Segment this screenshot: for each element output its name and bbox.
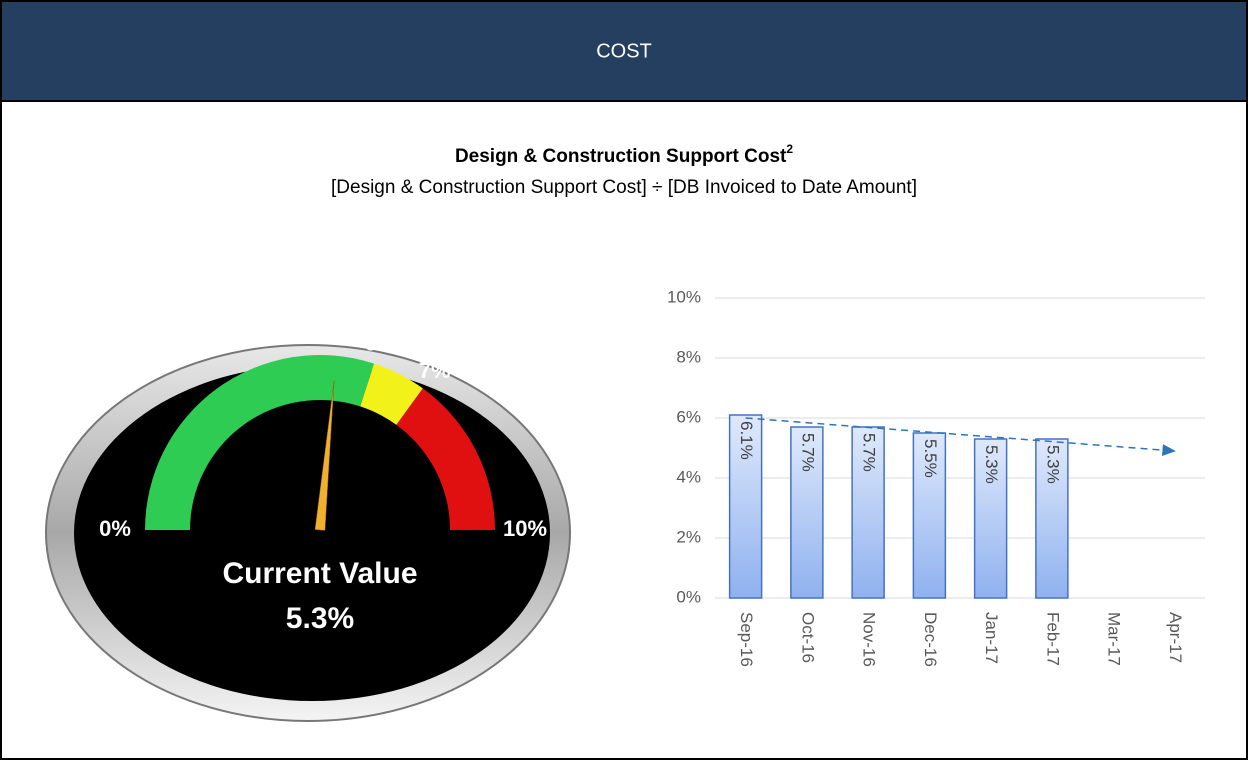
title-note: 2 bbox=[786, 142, 793, 156]
x-tick-label: Feb-17 bbox=[1043, 612, 1062, 666]
gauge-tick-label: 6% bbox=[364, 330, 396, 355]
value-label: 5.3% bbox=[1043, 445, 1062, 484]
x-tick-label: Jan-17 bbox=[982, 612, 1001, 664]
gauge-value: 5.3% bbox=[286, 602, 354, 635]
header-title: COST bbox=[596, 40, 652, 62]
y-tick-label: 2% bbox=[676, 527, 701, 546]
value-label: 5.7% bbox=[798, 433, 817, 472]
value-label: 6.1% bbox=[737, 421, 756, 460]
y-tick-label: 8% bbox=[676, 347, 701, 366]
y-tick-label: 6% bbox=[676, 407, 701, 426]
gauge-face bbox=[74, 365, 550, 701]
title-text: Design & Construction Support Cost bbox=[455, 146, 787, 167]
x-tick-label: Nov-16 bbox=[860, 612, 879, 667]
section-subtitle: [Design & Construction Support Cost] ÷ [… bbox=[331, 177, 917, 198]
y-tick-label: 10% bbox=[667, 287, 701, 306]
gauge-tick-label: 0% bbox=[99, 516, 131, 541]
page: COST Design & Construction Support Cost2… bbox=[0, 0, 1248, 760]
y-tick-label: 4% bbox=[676, 467, 701, 486]
x-tick-label: Dec-16 bbox=[921, 612, 940, 667]
value-label: 5.7% bbox=[860, 433, 879, 472]
x-tick-label: Sep-16 bbox=[737, 612, 756, 667]
value-label: 5.5% bbox=[921, 439, 940, 478]
y-tick-label: 0% bbox=[676, 587, 701, 606]
x-tick-label: Mar-17 bbox=[1105, 612, 1124, 666]
gauge-tick-label: 7% bbox=[419, 358, 451, 383]
section-title: Design & Construction Support Cost2 bbox=[455, 142, 793, 167]
x-tick-label: Apr-17 bbox=[1166, 612, 1185, 663]
value-label: 5.3% bbox=[982, 445, 1001, 484]
x-tick-label: Oct-16 bbox=[798, 612, 817, 663]
gauge-tick-label: 10% bbox=[503, 516, 547, 541]
gauge-caption: Current Value bbox=[222, 557, 417, 590]
